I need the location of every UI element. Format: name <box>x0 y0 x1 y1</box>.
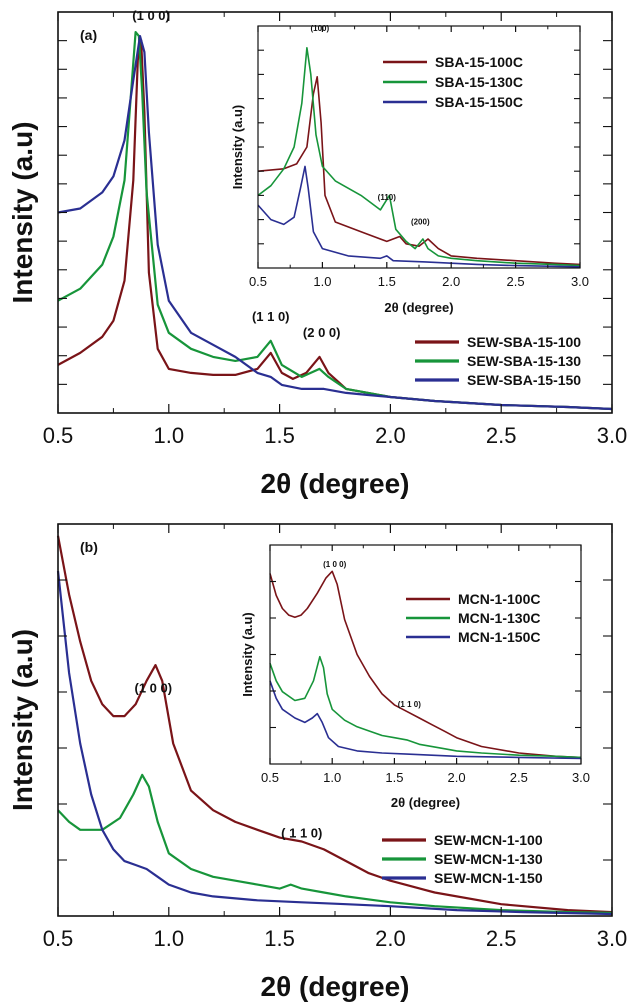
panel-b-inset-series-line-1 <box>269 570 582 759</box>
panel-b-inset-legend-label: MCN-1-150C <box>458 629 540 645</box>
panel-b-inset-x-tick-label: 3.0 <box>572 770 590 785</box>
panel-b-x-tick-label: 1.5 <box>264 926 295 951</box>
panel-a-inset-plot: 0.5 1.0 1.5 2.0 2.5 3.0 2θ (degree) Intensity (… <box>230 24 589 315</box>
panel-b-inset-y-axis-title: Intensity (a.u) <box>240 612 255 697</box>
panel-b-inset-legend-label: MCN-1-100C <box>458 591 540 607</box>
panel-b-inset-x-tick-label: 0.5 <box>261 770 279 785</box>
panel-a-legend-label: SEW-SBA-15-100 <box>467 334 581 350</box>
panel-a-peak-label: (2 0 0) <box>303 325 341 340</box>
panel-b-y-axis-title: Intensity (a.u) <box>7 629 38 811</box>
panel-a-inset-legend-label: SBA-15-130C <box>435 74 523 90</box>
panel-a-peak-label: (1 0 0) <box>132 8 170 23</box>
panel-b-x-tick-label: 1.0 <box>154 926 185 951</box>
panel-b-inset-plot: 0.5 1.0 1.5 2.0 2.5 3.0 2θ (degree) Intensity (… <box>240 544 590 810</box>
panel-b-inset-legend: MCN-1-100C MCN-1-130C MCN-1-150C <box>406 591 540 645</box>
panel-b-x-tick-label: 2.0 <box>375 926 406 951</box>
panel-a-inset-peak-label: (200) <box>411 217 430 226</box>
panel-b-x-tick-label: 3.0 <box>597 926 628 951</box>
panel-a-legend-label: SEW-SBA-15-150 <box>467 372 581 388</box>
panel-b-inset-legend-label: MCN-1-130C <box>458 610 540 626</box>
panel-a-inset-series-line-1 <box>257 76 581 266</box>
panel-b-series-line-3 <box>56 570 613 916</box>
panel-b-x-axis-title: 2θ (degree) <box>261 971 410 1002</box>
panel-a-panel-label: (a) <box>80 27 97 43</box>
panel-a-inset-peak-label: (110) <box>378 193 397 202</box>
panel-a-x-tick-label: 2.0 <box>375 423 406 448</box>
panel-b-legend-label: SEW-MCN-1-100 <box>434 832 543 848</box>
panel-a-inset-series-line-2 <box>257 47 581 267</box>
panel-b-inset-plot-background <box>270 545 581 764</box>
panel-a-x-tick-label: 2.5 <box>486 423 517 448</box>
panel-a-inset-y-axis-title: Intensity (a.u) <box>230 105 245 190</box>
panel-b-inset-peak-label: (1 0 0) <box>323 560 346 569</box>
panel-b-peak-label: (1 0 0) <box>134 681 172 696</box>
panel-a-inset-x-tick-label: 1.5 <box>378 274 396 289</box>
panel-b-x-tick-label: 2.5 <box>486 926 517 951</box>
panel-b-inset-x-tick-label: 1.5 <box>385 770 403 785</box>
panel-a-x-axis-title: 2θ (degree) <box>261 468 410 499</box>
panel-a-inset-x-tick-label: 3.0 <box>571 274 589 289</box>
panel-b-inset-x-axis-title: 2θ (degree) <box>391 795 460 810</box>
panel-b-inset-x-tick-label: 2.5 <box>510 770 528 785</box>
panel-b-inset-series-line-2 <box>269 655 582 759</box>
panel-b-panel-label: (b) <box>80 539 98 555</box>
panel-a-inset-legend: SBA-15-100C SBA-15-130C SBA-15-150C <box>383 54 523 110</box>
panel-a-y-axis-title: Intensity (a.u) <box>7 121 38 303</box>
panel-b-inset-series-line-3 <box>269 680 582 760</box>
panel-a-inset-plot-background <box>258 26 580 268</box>
panel-b-legend-label: SEW-MCN-1-130 <box>434 851 543 867</box>
panel-b-series-line-2 <box>57 773 613 914</box>
panel-b-inset-x-tick-label: 1.0 <box>323 770 341 785</box>
panel-a-inset-legend-label: SBA-15-100C <box>435 54 523 70</box>
panel-a-inset-x-tick-label: 2.0 <box>442 274 460 289</box>
panel-a-x-tick-label: 1.5 <box>264 423 295 448</box>
panel-b-inset-x-tick-label: 2.0 <box>448 770 466 785</box>
panel-b-peak-label: ( 1 1 0) <box>281 826 322 841</box>
panel-a-peak-label: (1 1 0) <box>252 309 290 324</box>
panel-a-inset-x-tick-label: 1.0 <box>313 274 331 289</box>
panel-a-inset-peak-label: (100) <box>310 24 329 33</box>
panel-a-x-tick-label: 3.0 <box>597 423 628 448</box>
panel-b-inset-peak-label: (1 1 0) <box>398 700 421 709</box>
panel-a-inset-x-tick-label: 2.5 <box>507 274 525 289</box>
panel-a-inset-series-line-3 <box>257 165 581 268</box>
panel-b-legend: SEW-MCN-1-100 SEW-MCN-1-130 SEW-MCN-1-150 <box>382 832 543 886</box>
panel-a-inset-x-axis-title: 2θ (degree) <box>384 300 453 315</box>
panel-a-inset-x-tick-label: 0.5 <box>249 274 267 289</box>
panel-a-inset-legend-label: SBA-15-150C <box>435 94 523 110</box>
panel-a-legend-label: SEW-SBA-15-130 <box>467 353 581 369</box>
panel-a-x-tick-label: 1.0 <box>154 423 185 448</box>
panel-a-x-tick-label: 0.5 <box>43 423 74 448</box>
panel-b-legend-label: SEW-MCN-1-150 <box>434 870 543 886</box>
panel-a-series-line-3 <box>57 35 613 411</box>
panel-a-legend: SEW-SBA-15-100 SEW-SBA-15-130 SEW-SBA-15-1… <box>415 334 581 388</box>
panel-b-x-tick-label: 0.5 <box>43 926 74 951</box>
